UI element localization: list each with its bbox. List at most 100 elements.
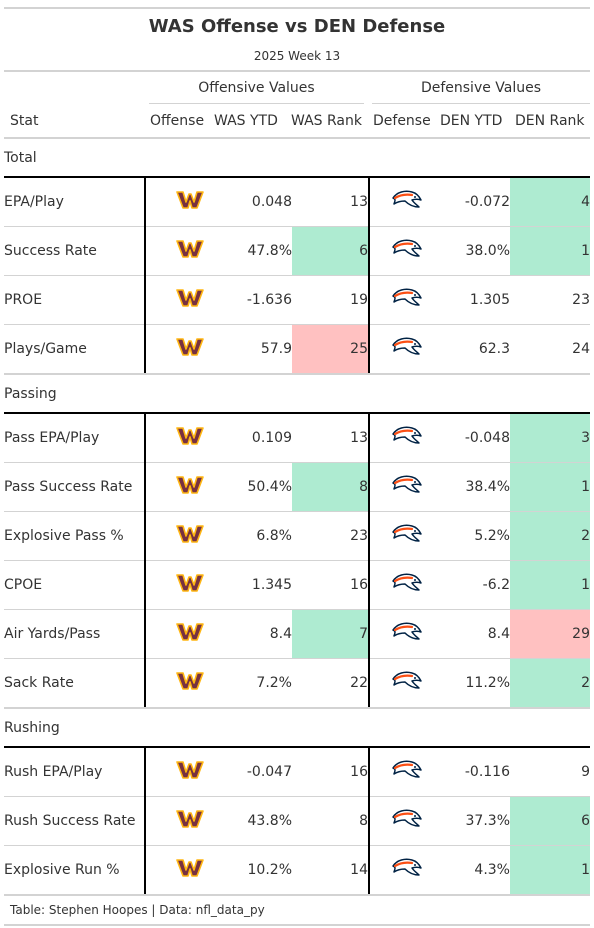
table-title: WAS Offense vs DEN Defense — [148, 16, 446, 37]
defense-logo — [369, 324, 444, 375]
stat-name: Success Rate — [4, 226, 145, 276]
den-rank-value: 29 — [510, 609, 590, 659]
washington-commanders-logo-icon — [175, 288, 204, 312]
table-row: Sack Rate 7.2% 22 11.2% 2 — [4, 658, 590, 709]
was-rank-value: 7 — [292, 609, 370, 659]
den-rank-value: 1 — [510, 845, 590, 896]
was-rank-value: 19 — [292, 275, 370, 325]
den-rank-value: 3 — [510, 413, 590, 463]
defensive-spanner-line — [372, 103, 590, 104]
col-header-was-rank: WAS Rank — [291, 113, 362, 129]
washington-commanders-logo-icon — [175, 190, 204, 214]
col-header-den-ytd: DEN YTD — [440, 113, 503, 129]
stat-name: Plays/Game — [4, 324, 145, 375]
denver-broncos-logo-icon — [391, 759, 423, 785]
den-ytd-value: -0.072 — [444, 177, 510, 227]
was-rank-value: 22 — [292, 658, 370, 709]
was-ytd-value: 8.4 — [233, 609, 292, 659]
stat-name: EPA/Play — [4, 177, 145, 227]
den-ytd-value: 38.4% — [444, 462, 510, 512]
den-rank-value: 1 — [510, 226, 590, 276]
table-row: Success Rate 47.8% 6 38.0% 1 — [4, 226, 590, 276]
table-row: Pass Success Rate 50.4% 8 38.4% 1 — [4, 462, 590, 512]
defense-logo — [369, 226, 444, 276]
den-ytd-value: -0.048 — [444, 413, 510, 463]
stat-name: Rush Success Rate — [4, 796, 145, 846]
washington-commanders-logo-icon — [175, 622, 204, 646]
offense-logo — [144, 796, 233, 846]
denver-broncos-logo-icon — [391, 474, 423, 500]
den-ytd-value: 38.0% — [444, 226, 510, 276]
was-rank-value: 13 — [292, 413, 370, 463]
washington-commanders-logo-icon — [175, 337, 204, 361]
offense-logo — [144, 511, 233, 561]
table-row: Pass EPA/Play 0.109 13 -0.048 3 — [4, 413, 590, 463]
den-rank-value: 1 — [510, 462, 590, 512]
source-note: Table: Stephen Hoopes | Data: nfl_data_p… — [10, 903, 265, 917]
col-header-offense: Offense — [150, 113, 205, 129]
group-label: Rushing — [4, 708, 590, 748]
was-ytd-value: 57.9 — [233, 324, 292, 375]
offense-logo — [144, 324, 233, 375]
den-ytd-value: 1.305 — [444, 275, 510, 325]
denver-broncos-logo-icon — [391, 238, 423, 264]
den-ytd-value: -6.2 — [444, 560, 510, 610]
defense-logo — [369, 177, 444, 227]
stat-name: CPOE — [4, 560, 145, 610]
stat-name: PROE — [4, 275, 145, 325]
defense-logo — [369, 747, 444, 797]
table-row: Explosive Run % 10.2% 14 4.3% 1 — [4, 845, 590, 896]
offense-logo — [144, 413, 233, 463]
den-ytd-value: -0.116 — [444, 747, 510, 797]
table-row: EPA/Play 0.048 13 -0.072 4 — [4, 177, 590, 227]
washington-commanders-logo-icon — [175, 475, 204, 499]
denver-broncos-logo-icon — [391, 857, 423, 883]
offense-logo — [144, 845, 233, 896]
table-row: CPOE 1.345 16 -6.2 1 — [4, 560, 590, 610]
defense-logo — [369, 275, 444, 325]
was-rank-value: 23 — [292, 511, 370, 561]
den-rank-value: 24 — [510, 324, 590, 375]
denver-broncos-logo-icon — [391, 572, 423, 598]
defensive-values-spanner: Defensive Values — [420, 80, 542, 96]
defense-logo — [369, 609, 444, 659]
table-row: Rush Success Rate 43.8% 8 37.3% 6 — [4, 796, 590, 846]
defense-logo — [369, 845, 444, 896]
table-row: Explosive Pass % 6.8% 23 5.2% 2 — [4, 511, 590, 561]
offense-logo — [144, 275, 233, 325]
defense-logo — [369, 413, 444, 463]
table-row: Air Yards/Pass 8.4 7 8.4 29 — [4, 609, 590, 659]
header-rule — [4, 70, 590, 72]
offensive-values-spanner: Offensive Values — [198, 80, 315, 96]
col-header-was-ytd: WAS YTD — [214, 113, 278, 129]
washington-commanders-logo-icon — [175, 858, 204, 882]
was-ytd-value: -1.636 — [233, 275, 292, 325]
den-ytd-value: 37.3% — [444, 796, 510, 846]
column-header-rule — [4, 137, 590, 139]
den-ytd-value: 62.3 — [444, 324, 510, 375]
was-ytd-value: 0.048 — [233, 177, 292, 227]
den-rank-value: 6 — [510, 796, 590, 846]
denver-broncos-logo-icon — [391, 670, 423, 696]
washington-commanders-logo-icon — [175, 524, 204, 548]
col-header-den-rank: DEN Rank — [515, 113, 585, 129]
den-rank-value: 9 — [510, 747, 590, 797]
was-ytd-value: 47.8% — [233, 226, 292, 276]
defense-logo — [369, 658, 444, 709]
washington-commanders-logo-icon — [175, 426, 204, 450]
stats-table: Total EPA/Play 0.048 13 -0.072 4 Success Rate 4… — [4, 139, 590, 896]
was-rank-value: 6 — [292, 226, 370, 276]
group-row-total: Total — [4, 139, 590, 178]
was-ytd-value: 1.345 — [233, 560, 292, 610]
was-ytd-value: 0.109 — [233, 413, 292, 463]
was-rank-value: 16 — [292, 560, 370, 610]
was-ytd-value: 10.2% — [233, 845, 292, 896]
den-rank-value: 2 — [510, 658, 590, 709]
table-row: PROE -1.636 19 1.305 23 — [4, 275, 590, 325]
den-rank-value: 2 — [510, 511, 590, 561]
stat-name: Rush EPA/Play — [4, 747, 145, 797]
stat-name: Pass Success Rate — [4, 462, 145, 512]
defense-logo — [369, 796, 444, 846]
offensive-spanner-line — [149, 103, 364, 104]
